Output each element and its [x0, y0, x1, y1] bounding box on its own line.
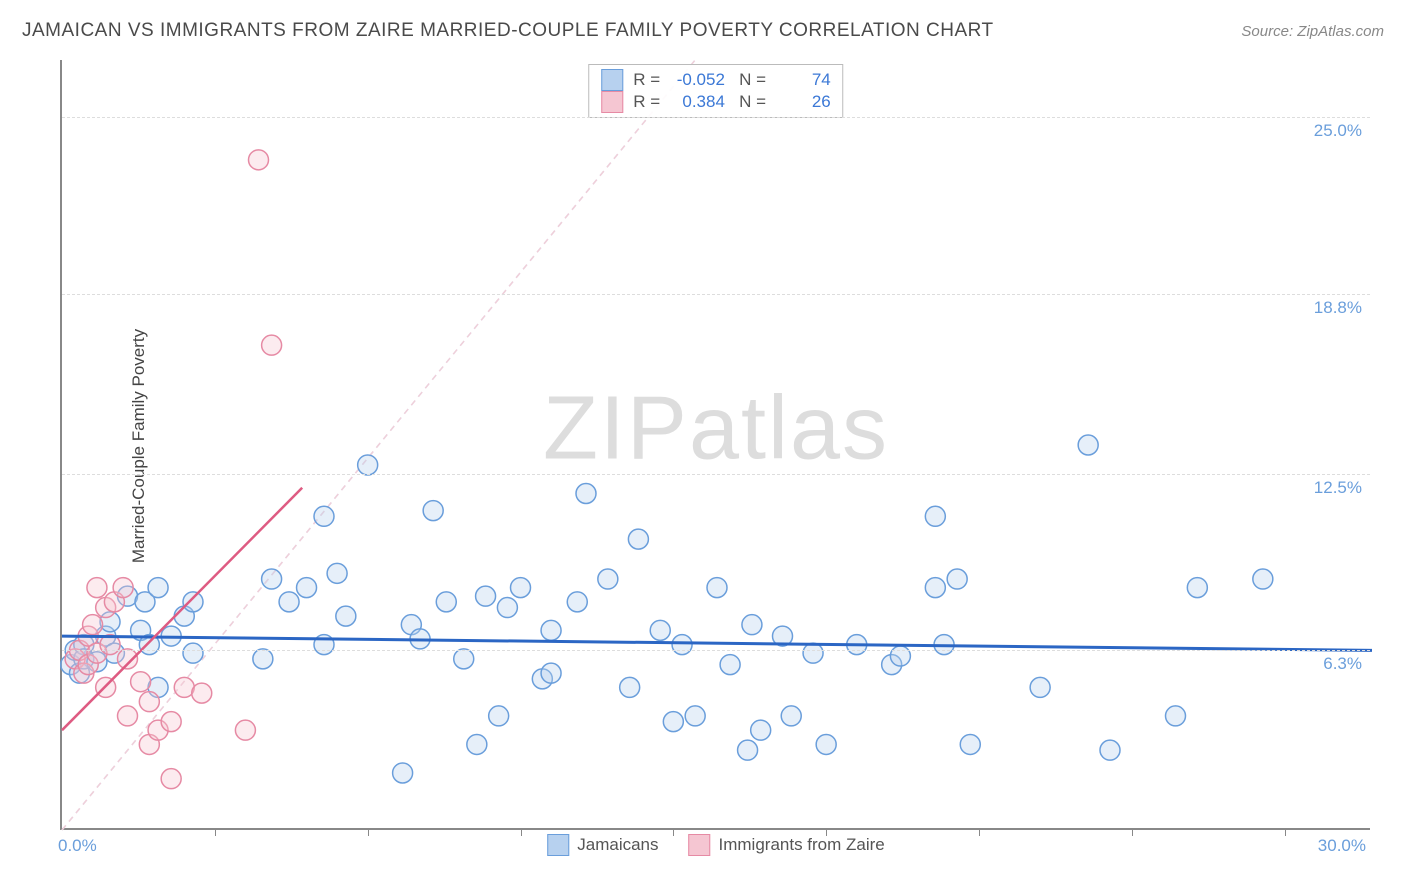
- grid-line: [62, 650, 1370, 651]
- x-tick: [521, 828, 522, 836]
- x-tick: [215, 828, 216, 836]
- grid-line: [62, 294, 1370, 295]
- legend-series: Jamaicans Immigrants from Zaire: [547, 834, 885, 856]
- legend-correlation: R = -0.052 N = 74R = 0.384 N = 26: [588, 64, 843, 118]
- plot-area: ZIPatlas R = -0.052 N = 74R = 0.384 N = …: [60, 60, 1370, 830]
- grid-line: [62, 117, 1370, 118]
- legend-swatch: [601, 91, 623, 113]
- legend-swatch: [601, 69, 623, 91]
- x-tick: [673, 828, 674, 836]
- legend-swatch: [689, 834, 711, 856]
- legend-label: Immigrants from Zaire: [719, 835, 885, 855]
- source-attribution: Source: ZipAtlas.com: [1241, 23, 1384, 40]
- y-tick-label: 18.8%: [1314, 298, 1362, 318]
- chart-title: JAMAICAN VS IMMIGRANTS FROM ZAIRE MARRIE…: [22, 20, 994, 42]
- legend-label: Jamaicans: [577, 835, 658, 855]
- y-tick-label: 12.5%: [1314, 478, 1362, 498]
- y-tick-label: 6.3%: [1323, 654, 1362, 674]
- legend-row: R = -0.052 N = 74: [601, 69, 830, 91]
- x-tick-label: 30.0%: [1318, 836, 1366, 856]
- scatter-chart: [62, 60, 1370, 828]
- legend-item: Immigrants from Zaire: [689, 834, 885, 856]
- x-tick: [1132, 828, 1133, 836]
- grid-line: [62, 474, 1370, 475]
- x-tick: [1285, 828, 1286, 836]
- legend-row: R = 0.384 N = 26: [601, 91, 830, 113]
- legend-swatch: [547, 834, 569, 856]
- y-tick-label: 25.0%: [1314, 121, 1362, 141]
- x-tick: [826, 828, 827, 836]
- x-tick: [979, 828, 980, 836]
- x-tick: [368, 828, 369, 836]
- legend-item: Jamaicans: [547, 834, 658, 856]
- x-tick-label: 0.0%: [58, 836, 97, 856]
